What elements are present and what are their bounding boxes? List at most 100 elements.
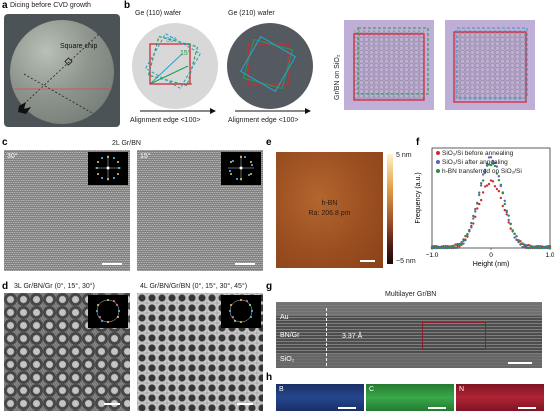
data-point (513, 232, 516, 236)
data-point (519, 243, 522, 246)
data-point (436, 246, 440, 249)
data-point (460, 241, 463, 245)
eds-b-label: B (279, 386, 284, 393)
data-point (491, 180, 495, 183)
afm-material-label: h-BN (321, 200, 338, 207)
data-point (476, 202, 479, 205)
data-point (466, 233, 469, 236)
data-point (507, 218, 510, 222)
data-point (493, 185, 497, 188)
panel-c-title: 2L Gr/BN (112, 140, 141, 147)
data-point (495, 172, 499, 175)
data-point (487, 163, 491, 166)
data-point (478, 193, 481, 197)
wafer1-title: Ge (110) wafer (135, 10, 182, 17)
legend-entry-1: SiO₂/Si after annealing (436, 159, 508, 166)
data-point (489, 179, 493, 182)
data-point (442, 244, 445, 248)
data-point (527, 246, 530, 250)
panel-b-label: b (124, 0, 131, 11)
x-tick-label: 0 (489, 252, 493, 259)
legend-label: h-BN transferred on SiO₂/Si (442, 168, 522, 175)
data-point (503, 202, 506, 206)
fft-inset (88, 295, 128, 328)
series-group (430, 156, 552, 250)
scale-bar (338, 407, 356, 409)
data-point (493, 161, 497, 164)
data-point (499, 183, 503, 187)
data-point (519, 240, 522, 243)
data-point (511, 230, 514, 233)
data-point (499, 196, 503, 200)
data-point (444, 244, 447, 248)
eds-map-c: C (366, 384, 454, 411)
data-point (440, 246, 444, 249)
scale-bar (518, 407, 536, 409)
data-point (483, 171, 487, 174)
data-point (432, 246, 436, 250)
data-point (485, 162, 489, 165)
data-point (472, 222, 475, 225)
data-point (479, 198, 483, 202)
wafer-photo (4, 14, 120, 127)
panel-g-title: Multilayer Gr/BN (385, 291, 437, 298)
data-point (515, 238, 518, 241)
data-point (505, 209, 508, 212)
scale-bar (237, 403, 253, 405)
scale-bar (508, 362, 532, 364)
data-point (448, 245, 451, 248)
data-point (535, 246, 538, 249)
data-point (521, 242, 524, 245)
panel-a-label: a (2, 0, 8, 11)
data-point (501, 204, 504, 208)
data-point (525, 246, 528, 250)
layer-bngr-label: BN/Gr (280, 332, 300, 339)
legend-marker (436, 160, 440, 165)
data-point (517, 240, 520, 243)
data-point (454, 243, 457, 246)
eds-map-b: B (276, 384, 364, 411)
data-point (452, 246, 455, 250)
data-point (548, 246, 552, 250)
data-point (478, 191, 481, 194)
legend-label: SiO₂/Si before annealing (442, 150, 514, 157)
angle-30-label: 30° (166, 37, 177, 44)
measure-line (326, 308, 327, 366)
scissors-icon (18, 102, 31, 114)
data-point (515, 234, 518, 238)
fft-inset (221, 295, 261, 328)
data-point (464, 238, 467, 242)
data-point (479, 182, 483, 185)
tem-image-4l (137, 293, 263, 411)
panel-c-label: c (2, 137, 8, 148)
data-point (509, 222, 512, 226)
eds-region-box (422, 322, 486, 350)
panel-a-caption: Dicing before CVD growth (10, 2, 91, 9)
tem-image-2l-15: 15° (137, 150, 263, 271)
data-point (497, 174, 501, 178)
data-point (533, 246, 536, 250)
data-point (497, 189, 501, 193)
scale-bar (104, 403, 120, 405)
data-point (438, 246, 442, 250)
data-point (491, 159, 495, 163)
eds-n-label: N (459, 386, 465, 393)
data-point (509, 227, 512, 230)
panel-d-title2: 4L Gr/BN/Gr/BN (0°, 15°, 30°, 45°) (140, 283, 248, 290)
data-point (525, 244, 528, 247)
data-point (466, 235, 469, 238)
data-point (462, 239, 465, 243)
data-point (529, 246, 532, 250)
data-point (513, 236, 516, 239)
height-histogram-chart: Frequency (a.u.) Height (nm) −1.0 0 1.0 (415, 147, 554, 268)
afm-colorbar (387, 154, 393, 264)
data-point (542, 245, 546, 249)
legend-entry-0: SiO₂/Si before annealing (436, 150, 513, 157)
wafer2-title: Ge (210) wafer (228, 10, 275, 17)
data-point (503, 199, 506, 203)
fft-inset (221, 152, 261, 185)
afm-roughness-label: Ra: 206.8 pm (308, 210, 351, 217)
data-point (538, 244, 542, 248)
data-point (481, 173, 485, 176)
data-point (462, 242, 465, 245)
